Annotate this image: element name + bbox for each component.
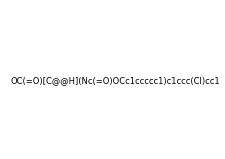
Text: OC(=O)[C@@H](Nc(=O)OCc1ccccc1)c1ccc(Cl)cc1: OC(=O)[C@@H](Nc(=O)OCc1ccccc1)c1ccc(Cl)c… [11,76,220,85]
